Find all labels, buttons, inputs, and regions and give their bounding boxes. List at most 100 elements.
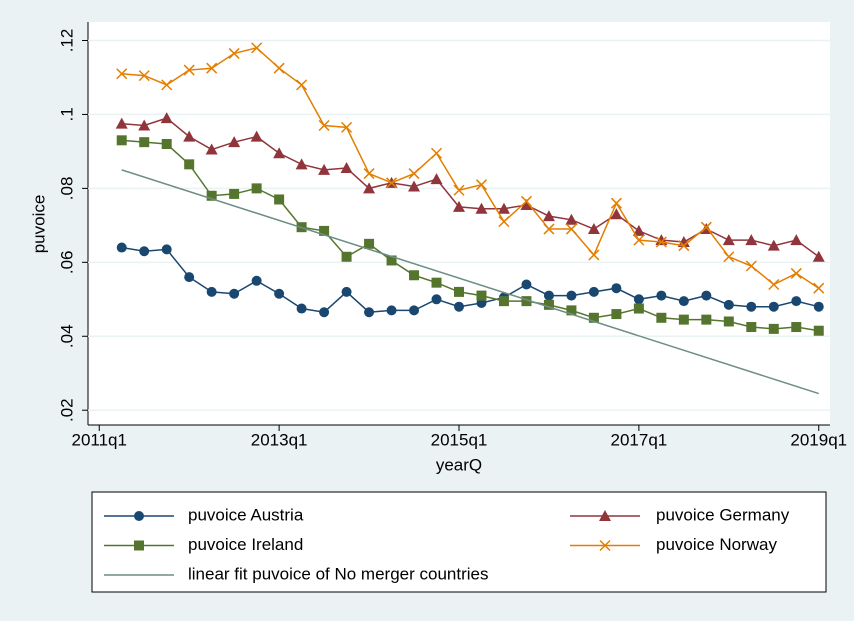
point (587, 223, 600, 235)
point (161, 139, 172, 150)
point (408, 168, 420, 180)
point (610, 208, 623, 220)
point (521, 296, 532, 307)
point (408, 180, 421, 192)
point (116, 242, 127, 253)
point (768, 301, 779, 312)
point (319, 307, 330, 318)
point (700, 221, 712, 233)
point (206, 286, 217, 297)
point (723, 316, 734, 327)
y-axis-title: puvoice (29, 195, 48, 254)
point (520, 199, 533, 211)
point (229, 188, 240, 199)
x-tick-label: 2017q1 (611, 430, 668, 449)
point (454, 286, 464, 297)
point (813, 282, 825, 294)
point (319, 225, 330, 236)
point (521, 279, 532, 290)
point (363, 182, 376, 194)
point (431, 294, 442, 305)
point (228, 47, 240, 59)
point (318, 163, 331, 175)
point (296, 303, 307, 314)
y-tick-label: .06 (57, 251, 76, 275)
point (746, 322, 757, 333)
point (341, 121, 353, 133)
point (251, 42, 263, 54)
point (543, 290, 554, 301)
point (431, 277, 442, 288)
point (116, 135, 127, 146)
point (341, 251, 352, 262)
y-tick-label: .08 (57, 177, 76, 201)
point (611, 283, 622, 294)
point (476, 290, 487, 301)
point (745, 260, 757, 272)
x-tick-label: 2013q1 (251, 430, 308, 449)
point (633, 234, 645, 246)
point (409, 305, 420, 316)
point (701, 314, 712, 325)
point (722, 234, 735, 246)
point (599, 539, 611, 552)
y-tick-label: .1 (57, 107, 76, 121)
point (791, 322, 802, 333)
point (745, 234, 758, 246)
point (364, 307, 375, 318)
point (610, 197, 622, 209)
point (588, 249, 600, 261)
point (566, 290, 577, 301)
y-tick-label: .02 (57, 398, 76, 422)
point (138, 70, 150, 82)
point (184, 272, 195, 283)
legend-label: linear fit puvoice of No merger countrie… (188, 564, 488, 583)
point (134, 540, 144, 551)
point (656, 290, 667, 301)
point (566, 305, 577, 316)
point (656, 312, 667, 323)
point (409, 270, 420, 281)
point (138, 119, 151, 131)
point (768, 278, 780, 291)
point (453, 184, 465, 196)
point (183, 64, 195, 76)
point (251, 275, 262, 286)
point (498, 296, 509, 307)
point (454, 301, 464, 312)
point (205, 143, 218, 155)
point (296, 79, 308, 91)
point (565, 223, 577, 235)
point (273, 62, 285, 74)
point (678, 296, 689, 307)
point (250, 130, 263, 142)
plot-area (88, 22, 830, 425)
point (161, 79, 173, 91)
y-tick-label: .04 (57, 324, 76, 348)
point (723, 299, 734, 310)
point (475, 179, 488, 191)
point (746, 301, 757, 312)
point (790, 267, 802, 279)
point (791, 296, 802, 307)
point (453, 200, 465, 212)
point (161, 244, 172, 255)
point (340, 162, 353, 174)
series-line (121, 169, 819, 395)
point (768, 323, 779, 334)
point (134, 511, 144, 521)
point (678, 240, 690, 252)
point (655, 236, 667, 248)
point (701, 290, 712, 301)
point (565, 213, 578, 225)
point (588, 286, 599, 297)
point (160, 112, 173, 124)
point (363, 168, 375, 180)
point (588, 312, 599, 323)
point (183, 130, 196, 142)
point (520, 195, 532, 207)
point (790, 234, 803, 246)
point (430, 173, 443, 185)
x-axis-title: yearQ (436, 455, 482, 474)
